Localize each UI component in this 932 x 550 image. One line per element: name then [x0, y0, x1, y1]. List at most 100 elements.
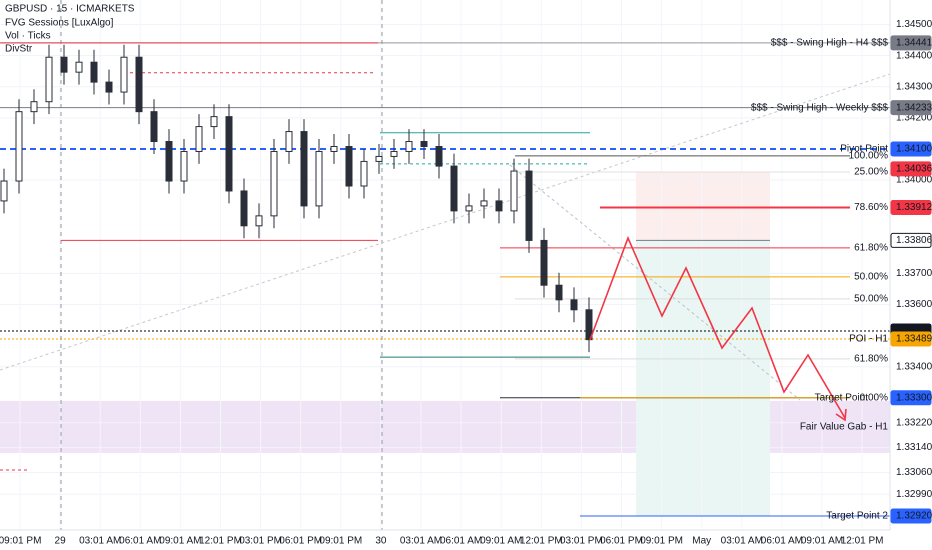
candle-body	[255, 215, 263, 227]
price-badge-label: 06:56	[896, 326, 921, 337]
y-tick-label: 1.34500	[896, 19, 932, 30]
level-label: 50.00%	[854, 294, 888, 305]
price-badge-label: 1.33912	[896, 202, 932, 213]
level-label: 61.80%	[854, 243, 888, 254]
price-badge	[890, 161, 932, 177]
candle-body	[390, 150, 398, 157]
indicator-name: DivStr	[5, 44, 33, 55]
y-tick-label: 1.33400	[896, 361, 932, 372]
levels	[0, 42, 890, 517]
price-badge-label: 1.33806	[896, 235, 932, 246]
zone	[636, 240, 770, 517]
candle-body	[75, 61, 83, 73]
x-tick-label: 09:01 AM	[480, 536, 522, 547]
level-labels: Fair Value Gab - H1 $$$ - Swing High - H4…	[751, 38, 889, 522]
candle-body	[570, 299, 578, 311]
symbol-title: GBPUSD · 15 · ICMARKETS	[5, 4, 135, 15]
level-label: 50.00%	[854, 271, 888, 282]
x-tick-label: 06:01 PM	[600, 536, 643, 547]
level-label: Target Point 2	[826, 511, 888, 522]
price-badge-label: 1.34036	[896, 164, 932, 175]
price-badge-label: 1.33489	[896, 334, 932, 345]
y-tick-label: 1.34400	[896, 50, 932, 61]
x-tick-label: 09:01 PM	[640, 536, 683, 547]
candle-body	[330, 145, 338, 152]
candle-body	[15, 111, 23, 182]
price-badge-label: 1.34233	[896, 102, 932, 113]
y-tick-label: 1.34200	[896, 113, 932, 124]
candle-body	[90, 61, 98, 83]
candle-body	[270, 150, 278, 217]
candle-body	[480, 200, 488, 207]
x-tick-label: 09:01 AM	[159, 536, 201, 547]
x-tick-label: 29	[55, 536, 67, 547]
price-badge	[890, 141, 932, 157]
candle-body	[435, 145, 443, 167]
candle-body	[300, 131, 308, 207]
level-label: 78.60%	[854, 202, 888, 213]
x-tick-label: 03:01 AM	[79, 536, 121, 547]
candle-body	[510, 170, 518, 212]
candle-body	[420, 141, 428, 147]
indicator-name: Vol · Ticks	[5, 31, 51, 42]
x-tick-label: 09:01 AM	[801, 536, 843, 547]
legend: GBPUSD · 15 · ICMARKETS FVG Sessions [Lu…	[5, 4, 135, 55]
trend-line	[0, 73, 891, 371]
x-tick-label: 12:01 PM	[520, 536, 563, 547]
level-label: 61.80%	[854, 354, 888, 365]
candle-body	[180, 150, 188, 182]
candle-body	[45, 56, 53, 103]
candle-body	[555, 284, 563, 301]
zone	[636, 172, 770, 241]
trend-line	[509, 164, 801, 401]
candle-body	[465, 205, 473, 212]
candle-body	[150, 111, 158, 143]
y-tick-label: 1.33700	[896, 268, 932, 279]
x-tick-label: 03:01 AM	[721, 536, 763, 547]
y-tick-label: 1.33600	[896, 299, 932, 310]
price-badge	[890, 35, 932, 51]
candle-body	[30, 101, 38, 113]
candle-body	[405, 141, 413, 152]
x-tick-label: 30	[375, 536, 387, 547]
x-tick-label: 06:01 PM	[279, 536, 322, 547]
x-tick-label: 03:01 AM	[400, 536, 442, 547]
candle-body	[165, 141, 173, 182]
candle-body	[225, 116, 233, 192]
projection-arrow	[835, 408, 847, 422]
level-label: 100.00%	[849, 150, 889, 161]
price-badge	[890, 390, 932, 406]
x-tick-label: 03:01 PM	[560, 536, 603, 547]
y-tick-label: 1.33220	[896, 417, 932, 428]
candle-body	[495, 200, 503, 212]
price-badge	[890, 331, 932, 347]
candle-body	[315, 150, 323, 207]
candle-body	[0, 180, 8, 202]
level-label: $$$ - Swing High - Weekly $$$	[751, 102, 889, 113]
zone-label: Fair Value Gab - H1	[800, 422, 889, 433]
level-label: Pivot Point	[840, 144, 888, 155]
price-badge-label: 1.32920	[896, 511, 932, 522]
x-tick-label: 06:01 AM	[119, 536, 161, 547]
time-axis	[0, 530, 890, 550]
level-label: $$$ - Swing High - H4 $$$	[771, 38, 889, 49]
y-tick-label: 1.33140	[896, 442, 932, 453]
price-badge-label: 1.33300	[896, 392, 932, 403]
candle-body	[585, 309, 593, 341]
price-badge-label: 1.34100	[896, 144, 932, 155]
price-badge-label: 1.34441	[896, 38, 932, 49]
x-tick-label: 06:01 AM	[761, 536, 803, 547]
y-tick-label: 1.32990	[896, 489, 932, 500]
candle-body	[135, 56, 143, 113]
candle-body	[195, 126, 203, 152]
candle-body	[525, 170, 533, 241]
candle-body	[450, 165, 458, 212]
candle-body	[375, 155, 383, 162]
y-tick-label: 1.34300	[896, 81, 932, 92]
y-tick-label: 1.34000	[896, 175, 932, 186]
x-tick-label: 12:01 PM	[199, 536, 242, 547]
candle-body	[285, 131, 293, 152]
price-badge	[890, 199, 932, 215]
price-badge	[890, 508, 932, 524]
